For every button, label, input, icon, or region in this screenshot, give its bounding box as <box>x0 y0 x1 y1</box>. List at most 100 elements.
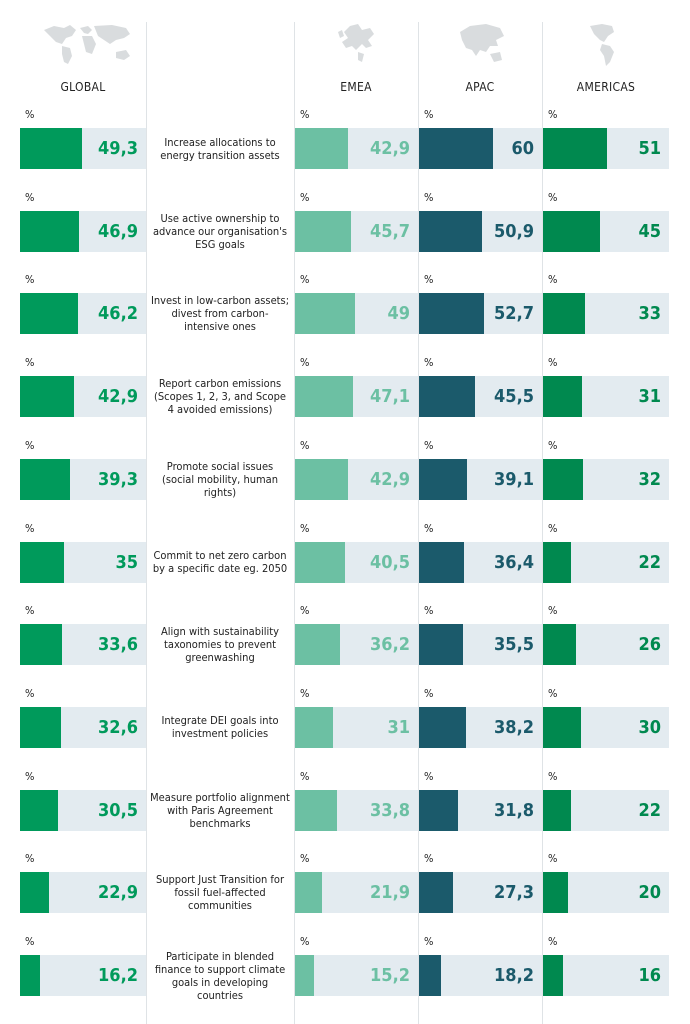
americas-value-label: 51 <box>638 138 661 159</box>
global-value-label: 16,2 <box>98 965 138 986</box>
percent-symbol: % <box>424 852 434 866</box>
category-label: Use active ownership to advance our orga… <box>152 211 288 251</box>
apac-bar <box>419 541 464 583</box>
emea-value-label: 42,9 <box>370 468 410 490</box>
global-value-label: 35 <box>115 551 138 573</box>
americas-value-label: 30 <box>638 716 661 738</box>
emea-bar <box>295 128 348 169</box>
category-label: Align with sustainability taxonomies to … <box>161 625 279 665</box>
emea-bar <box>295 872 322 914</box>
americas-bar-track: 30 <box>543 706 669 748</box>
emea-bar-track: 33,8 <box>295 789 418 831</box>
percent-symbol: % <box>424 686 434 700</box>
global-value-label: 22,9 <box>98 882 138 904</box>
percent-symbol: % <box>300 769 310 783</box>
americas-bar-track: 51 <box>543 128 669 169</box>
percent-symbol: % <box>300 273 310 287</box>
americas-bar <box>543 872 569 914</box>
percent-symbol: % <box>424 273 434 287</box>
emea-value-label: 47,1 <box>370 386 410 408</box>
global-bar <box>20 955 41 996</box>
americas-bar <box>543 210 600 252</box>
percent-symbol: % <box>300 108 310 121</box>
global-bar-track: 16,2 <box>20 955 146 996</box>
percent-symbol: % <box>25 686 35 700</box>
apac-value-label: 35,5 <box>494 634 534 656</box>
percent-symbol: % <box>25 438 35 452</box>
column-divider <box>542 22 543 1024</box>
emea-bar-track: 47,1 <box>295 376 418 418</box>
emea-value-label: 40,5 <box>370 551 410 573</box>
emea-bar-track: 42,9 <box>295 458 418 500</box>
apac-bar <box>419 293 484 335</box>
percent-symbol: % <box>548 686 558 700</box>
percent-symbol: % <box>548 935 558 948</box>
americas-value-label: 26 <box>638 634 661 656</box>
global-bar-track: 35 <box>20 541 146 583</box>
americas-value-label: 45 <box>638 220 661 242</box>
percent-symbol: % <box>25 108 35 121</box>
category-label: Integrate DEI goals into investment poli… <box>161 714 279 741</box>
category-label: Invest in low-carbon assets; divest from… <box>150 294 290 334</box>
percent-symbol: % <box>424 190 434 204</box>
americas-bar-track: 22 <box>543 789 669 831</box>
global-bar-track: 33,6 <box>20 624 146 666</box>
percent-symbol: % <box>25 356 35 370</box>
apac-bar-track: 35,5 <box>419 624 542 666</box>
americas-value-label: 22 <box>638 551 661 573</box>
emea-bar-track: 49 <box>295 293 418 335</box>
percent-symbol: % <box>25 190 35 204</box>
emea-value-label: 31 <box>387 716 410 738</box>
global-value-label: 30,5 <box>98 799 138 821</box>
emea-bar <box>295 458 348 500</box>
percent-symbol: % <box>548 769 558 783</box>
percent-symbol: % <box>300 852 310 866</box>
americas-bar-track: 45 <box>543 210 669 252</box>
americas-bar <box>543 624 576 666</box>
percent-symbol: % <box>300 356 310 370</box>
percent-symbol: % <box>300 438 310 452</box>
percent-symbol: % <box>424 769 434 783</box>
global-bar <box>20 210 80 252</box>
apac-value-label: 36,4 <box>494 551 534 573</box>
percent-symbol: % <box>424 438 434 452</box>
apac-bar-track: 45,5 <box>419 376 542 418</box>
percent-symbol: % <box>424 108 434 121</box>
emea-bar <box>295 624 340 666</box>
apac-bar <box>419 210 482 252</box>
emea-value-label: 21,9 <box>370 882 410 904</box>
percent-symbol: % <box>424 356 434 370</box>
emea-value-label: 49 <box>387 303 410 325</box>
apac-bar <box>419 376 475 418</box>
apac-value-label: 38,2 <box>494 716 534 738</box>
percent-symbol: % <box>548 273 558 287</box>
percent-symbol: % <box>548 438 558 452</box>
apac-bar <box>419 458 468 500</box>
global-bar-track: 30,5 <box>20 789 146 831</box>
global-bar <box>20 458 70 500</box>
percent-symbol: % <box>548 356 558 370</box>
column-divider <box>146 22 147 1024</box>
column-header-apac: APAC <box>465 80 495 94</box>
americas-bar <box>543 541 571 583</box>
apac-value-label: 31,8 <box>494 799 534 821</box>
global-bar-track: 42,9 <box>20 376 146 418</box>
percent-symbol: % <box>25 604 35 618</box>
americas-bar-track: 22 <box>543 541 669 583</box>
global-bar <box>20 624 63 666</box>
column-header-americas: AMERICAS <box>576 80 636 94</box>
apac-bar-track: 36,4 <box>419 541 542 583</box>
americas-bar <box>543 293 585 335</box>
category-label: Commit to net zero carbon by a specific … <box>152 549 288 575</box>
apac-value-label: 50,9 <box>494 220 534 242</box>
americas-bar-track: 20 <box>543 872 669 914</box>
percent-symbol: % <box>300 686 310 700</box>
percent-symbol: % <box>300 604 310 618</box>
percent-symbol: % <box>300 935 310 948</box>
global-bar <box>20 376 75 418</box>
category-label: Report carbon emissions (Scopes 1, 2, 3,… <box>154 377 286 417</box>
global-bar <box>20 706 62 748</box>
percent-symbol: % <box>25 935 35 948</box>
apac-bar <box>419 955 442 996</box>
americas-map-icon <box>590 24 614 66</box>
